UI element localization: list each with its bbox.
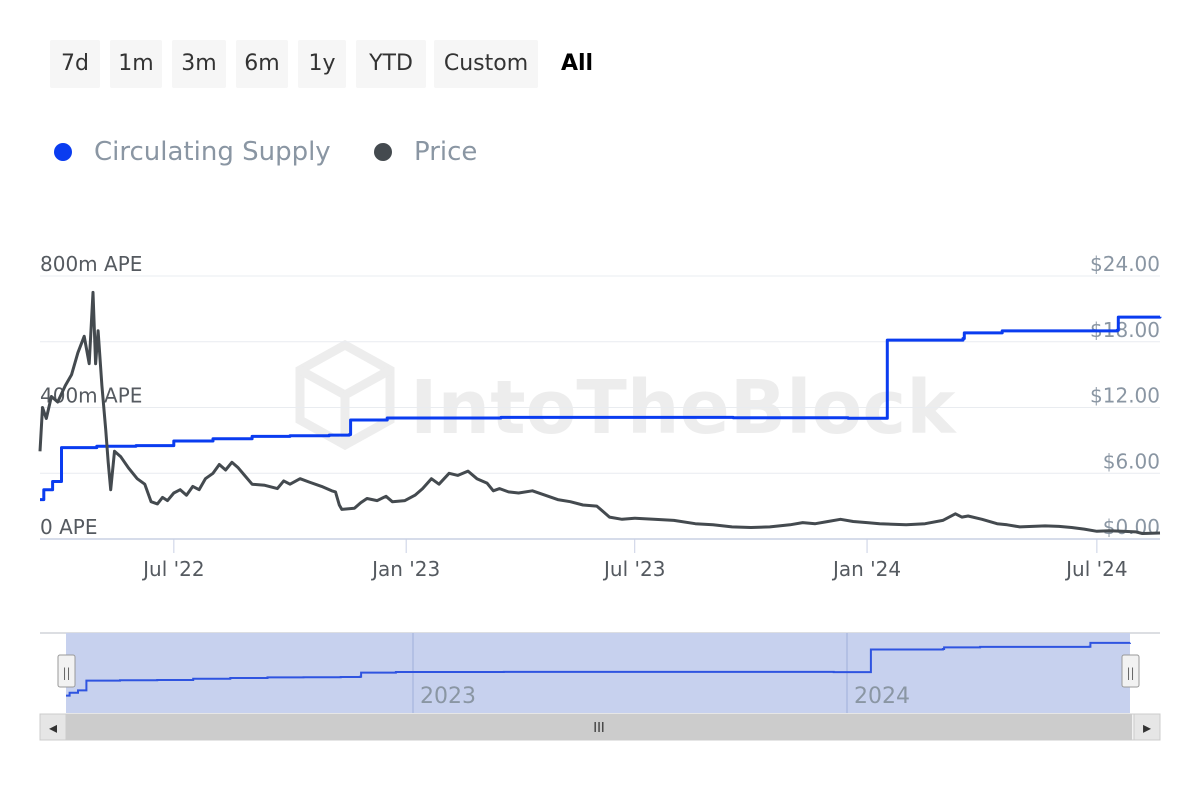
- scrollbar-left-button[interactable]: [39, 713, 67, 741]
- scrollbar-track[interactable]: [39, 713, 1161, 741]
- scrollbar-right-button[interactable]: [1133, 713, 1161, 741]
- y-left-tick-label: 0 APE: [40, 515, 97, 539]
- navigator-handle-right[interactable]: ||: [1121, 654, 1140, 688]
- y-right-tick-label: $24.00: [1090, 252, 1160, 276]
- scrollbar-grip-icon: III: [593, 721, 605, 736]
- y-axis-right: $0.00 $6.00 $12.00 $18.00 $24.00: [1090, 252, 1160, 539]
- x-axis: Jul '22 Jan '23 Jul '23 Jan '24 Jul '24: [40, 538, 1160, 581]
- y-left-tick-label: 400m APE: [40, 384, 142, 408]
- legend-label: Circulating Supply: [94, 137, 331, 167]
- y-right-tick-label: $12.00: [1090, 384, 1160, 408]
- arrow-left-icon: ◂: [49, 718, 57, 737]
- navigator-selection[interactable]: [66, 633, 1130, 713]
- x-tick-label: Jul '22: [141, 557, 204, 581]
- legend-label: Price: [414, 137, 478, 167]
- range-button-ytd[interactable]: YTD: [356, 40, 426, 88]
- range-button-all[interactable]: All: [560, 51, 594, 76]
- watermark-text: IntoTheBlock: [410, 365, 957, 451]
- arrow-right-icon: ▸: [1143, 718, 1151, 737]
- y-left-tick-label: 800m APE: [40, 252, 142, 276]
- range-button-1y[interactable]: 1y: [298, 40, 346, 88]
- range-button-1m[interactable]: 1m: [110, 40, 162, 88]
- x-tick-label: Jul '23: [602, 557, 665, 581]
- watermark: IntoTheBlock: [295, 339, 957, 451]
- navigator: 2023 2024 || ||: [40, 632, 1160, 713]
- range-button-7d[interactable]: 7d: [50, 40, 100, 88]
- x-tick-label: Jan '24: [831, 557, 901, 581]
- series-line-price: [38, 290, 1161, 535]
- x-tick-label: Jan '23: [370, 557, 440, 581]
- plot-area: [38, 290, 1162, 535]
- range-button-custom[interactable]: Custom: [434, 40, 538, 88]
- x-tick-label: Jul '24: [1064, 557, 1127, 581]
- range-button-3m[interactable]: 3m: [172, 40, 226, 88]
- legend-dot-circulating-supply: [54, 143, 72, 161]
- handle-grip-icon: ||: [1126, 666, 1134, 680]
- series-line-circulating-supply: [40, 315, 1162, 502]
- navigator-handle-left[interactable]: ||: [57, 654, 76, 688]
- navigator-label-2023: 2023: [420, 684, 476, 709]
- handle-grip-icon: ||: [62, 666, 70, 680]
- watermark-logo-icon: [295, 339, 395, 451]
- y-axis-left: 0 APE 400m APE 800m APE: [40, 252, 142, 539]
- navigator-line-circulating-supply: [66, 641, 1131, 697]
- scrollbar[interactable]: III ◂ ▸: [39, 713, 1161, 741]
- grid: [40, 275, 1160, 474]
- scrollbar-thumb[interactable]: [66, 714, 1132, 740]
- y-right-tick-label: $18.00: [1090, 318, 1160, 342]
- range-button-6m[interactable]: 6m: [236, 40, 288, 88]
- navigator-label-2024: 2024: [854, 684, 910, 709]
- y-right-tick-label: $0.00: [1103, 515, 1160, 539]
- y-right-tick-label: $6.00: [1103, 449, 1160, 473]
- legend-dot-price: [374, 143, 392, 161]
- navigator-series: [66, 641, 1131, 697]
